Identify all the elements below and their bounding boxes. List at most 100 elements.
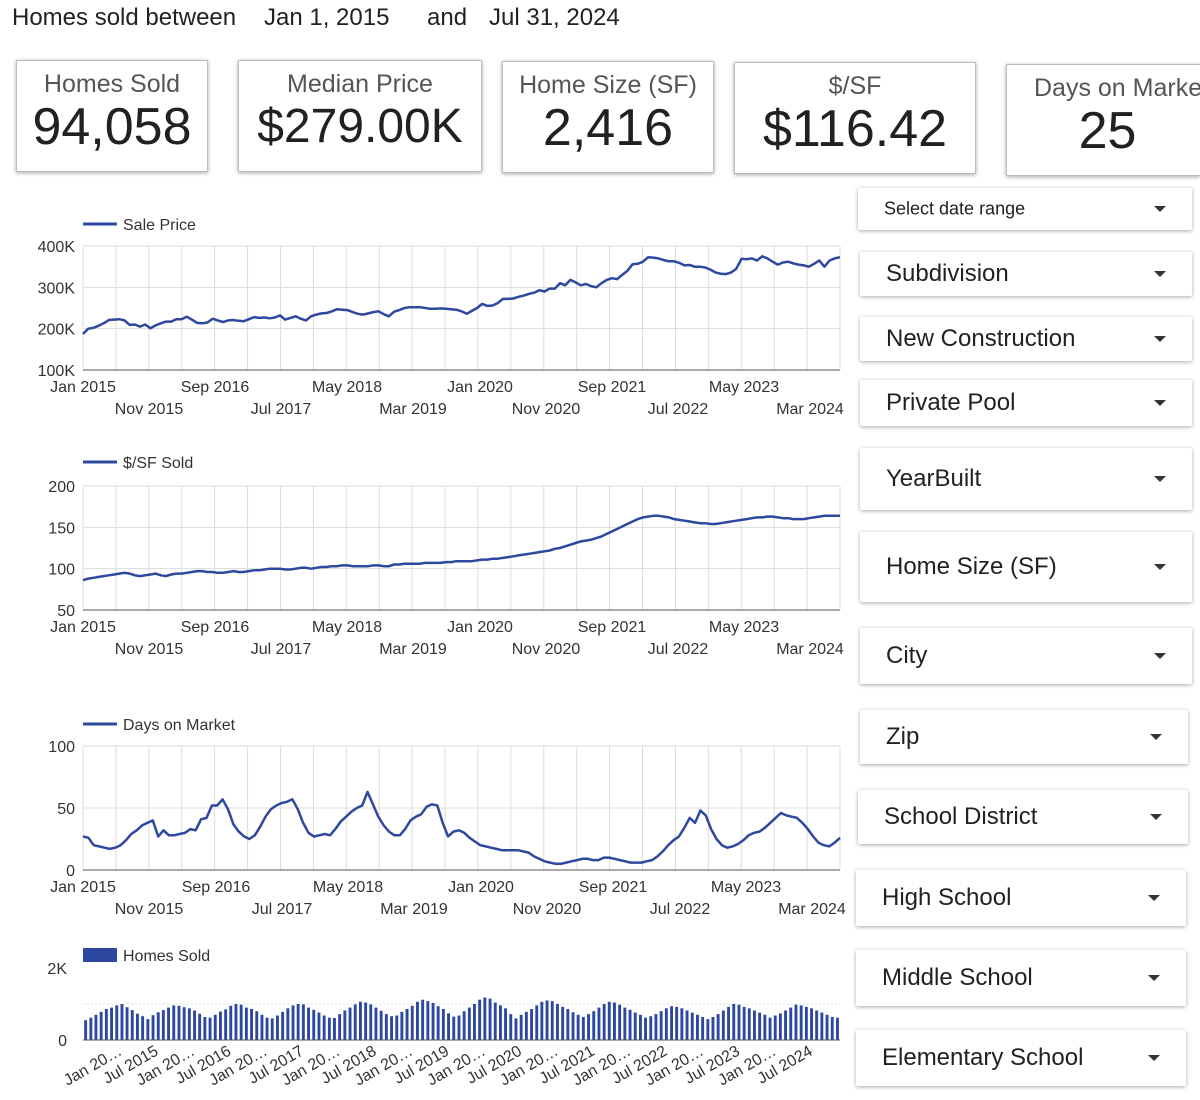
header-conjunction: and: [427, 4, 468, 31]
bar: [540, 1001, 544, 1040]
bar: [607, 1001, 611, 1040]
y-tick-label: 100K: [38, 363, 76, 380]
scorecard-label: $/SF: [828, 72, 882, 100]
x-tick-label: Mar 2024: [776, 401, 844, 418]
bar: [115, 1005, 119, 1040]
bar: [519, 1014, 523, 1040]
filter-new-construction[interactable]: New Construction: [860, 317, 1192, 361]
bar: [483, 997, 487, 1040]
bar: [125, 1007, 129, 1040]
bar: [613, 1002, 616, 1040]
bar: [431, 1002, 435, 1040]
bar: [675, 1006, 679, 1040]
chevron-down-icon: [1154, 206, 1166, 212]
header-start-date[interactable]: Jan 1, 2015: [264, 4, 390, 31]
bar: [198, 1013, 202, 1040]
x-tick-label: Jul 2022: [650, 901, 711, 918]
bar: [167, 1007, 170, 1040]
bar: [457, 1015, 461, 1040]
bar: [680, 1008, 684, 1040]
bar: [120, 1004, 124, 1040]
filter-subdivision[interactable]: Subdivision: [860, 252, 1192, 296]
chevron-down-icon: [1154, 271, 1166, 277]
bar: [348, 1007, 352, 1040]
filter-year-built[interactable]: YearBuilt: [860, 448, 1192, 510]
header-end-date[interactable]: Jul 31, 2024: [489, 4, 620, 31]
bar: [255, 1011, 259, 1040]
bar: [224, 1009, 228, 1040]
x-tick-label: Jul 2017: [251, 641, 312, 658]
x-tick-label: May 2023: [711, 879, 781, 896]
bar: [644, 1017, 647, 1040]
bar: [830, 1017, 834, 1040]
filter-date-range[interactable]: Select date range: [858, 188, 1192, 230]
filter-middle-school[interactable]: Middle School: [856, 950, 1186, 1006]
bar: [359, 1001, 362, 1040]
scorecard-median-price: Median Price $279.00K: [238, 60, 482, 172]
bar: [721, 1010, 725, 1040]
bar: [89, 1017, 93, 1040]
bar: [550, 1001, 554, 1040]
legend-label: Homes Sold: [123, 948, 210, 965]
x-tick-label: May 2023: [709, 619, 779, 636]
filter-city[interactable]: City: [860, 628, 1192, 684]
filter-label: Home Size (SF): [886, 553, 1057, 580]
bar: [556, 1004, 559, 1040]
filter-school-district[interactable]: School District: [858, 790, 1188, 844]
filter-home-size[interactable]: Home Size (SF): [860, 532, 1192, 602]
bar: [478, 999, 482, 1040]
bar: [545, 1000, 549, 1040]
bar: [773, 1015, 777, 1040]
bar: [333, 1018, 336, 1040]
filter-label: Middle School: [882, 964, 1033, 991]
legend-label: Days on Market: [123, 717, 236, 734]
chart-days-on-market: Days on Market 0 50 100 Jan 2015 Sep 2016 May …: [48, 717, 846, 918]
bar: [649, 1016, 653, 1040]
x-tick-label: Jan 2020: [447, 379, 513, 396]
filter-elementary-school[interactable]: Elementary School: [856, 1030, 1186, 1086]
x-tick-label: Mar 2019: [380, 901, 448, 918]
scorecard-value: $279.00K: [257, 100, 463, 153]
filter-label: High School: [882, 884, 1012, 911]
filter-high-school[interactable]: High School: [856, 870, 1186, 926]
filter-label: City: [886, 642, 928, 669]
bar: [203, 1017, 207, 1040]
y-tick-label: 200: [48, 479, 75, 496]
bar: [276, 1015, 279, 1040]
bar: [384, 1014, 388, 1040]
x-tick-label: Nov 2020: [513, 901, 582, 918]
bar: [400, 1011, 404, 1040]
scorecard-label: Homes Sold: [43, 70, 181, 98]
bar: [436, 1006, 440, 1040]
scorecard-days-on-market: Days on Market 25: [1006, 64, 1200, 176]
x-tick-label: Jul 2022: [648, 641, 709, 658]
bar: [659, 1011, 663, 1040]
y-tick-label: 50: [57, 801, 75, 818]
bar: [141, 1016, 145, 1040]
bar: [250, 1009, 253, 1040]
bar: [747, 1008, 751, 1040]
legend-swatch: [83, 948, 117, 962]
x-tick-label: Nov 2015: [115, 641, 184, 658]
bar: [815, 1010, 819, 1040]
x-tick-label: Mar 2019: [379, 641, 447, 658]
bar: [296, 1004, 300, 1040]
bar: [768, 1017, 772, 1040]
bar: [208, 1017, 212, 1040]
chevron-down-icon: [1154, 400, 1166, 406]
series-line: [82, 514, 840, 582]
bar: [379, 1010, 383, 1040]
scorecard-value: 2,416: [542, 99, 674, 157]
bar: [701, 1017, 705, 1040]
x-tick-label: Jul 2017: [252, 901, 313, 918]
bar: [441, 1009, 445, 1040]
filter-zip[interactable]: Zip: [860, 710, 1188, 764]
filter-private-pool[interactable]: Private Pool: [860, 380, 1192, 426]
bar: [146, 1019, 150, 1040]
bar: [732, 1004, 736, 1040]
y-tick-label: 300K: [38, 280, 76, 297]
bar: [581, 1017, 585, 1040]
bar: [499, 1005, 502, 1040]
filter-label: Zip: [886, 723, 920, 750]
scorecard-label: Home Size (SF): [519, 71, 697, 99]
